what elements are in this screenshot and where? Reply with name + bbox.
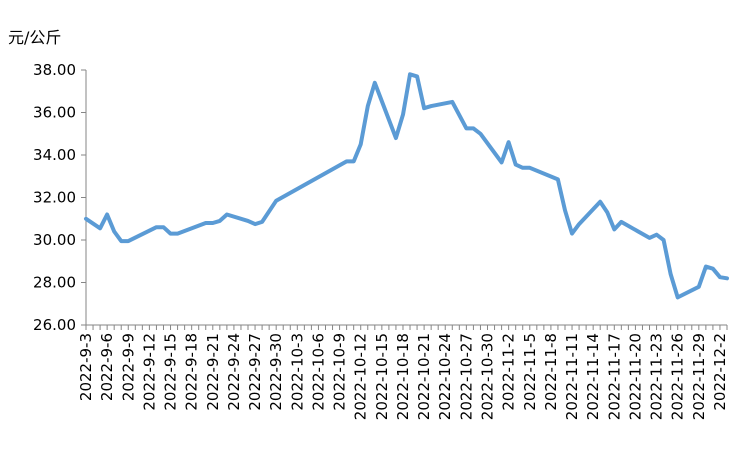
y-tick-label: 36.00	[33, 104, 76, 122]
y-tick-label: 26.00	[33, 316, 76, 334]
y-tick-label: 28.00	[33, 274, 76, 292]
x-tick-label: 2022-10-3	[288, 333, 306, 411]
x-tick-label: 2022-9-6	[98, 333, 116, 401]
x-tick-label: 2022-11-20	[626, 333, 644, 420]
x-tick-label: 2022-12-2	[711, 333, 729, 411]
x-tick-label: 2022-11-11	[563, 333, 581, 420]
x-tick-label: 2022-9-3	[77, 333, 95, 401]
y-tick-label: 32.00	[33, 189, 76, 207]
x-tick-label: 2022-9-15	[162, 333, 180, 411]
x-axis: 2022-9-3 2022-9-6 2022-9-9 2022-9-12 2022-9-…	[77, 324, 729, 420]
x-tick-label: 2022-9-9	[119, 333, 137, 401]
x-tick-label: 2022-9-24	[225, 333, 243, 411]
x-tick-label: 2022-11-14	[584, 333, 602, 420]
y-tick-label: 30.00	[33, 231, 76, 249]
y-axis: 26.00 28.00 30.00 32.00 34.00 36.00 38.00	[33, 61, 87, 334]
x-tick-label: 2022-10-21	[415, 333, 433, 420]
y-tick-label: 38.00	[33, 61, 76, 79]
x-tick-label: 2022-9-21	[204, 333, 222, 411]
y-tick-label: 34.00	[33, 146, 76, 164]
x-tick-label: 2022-10-9	[331, 333, 349, 411]
x-tick-label: 2022-9-18	[183, 333, 201, 411]
x-tick-label: 2022-10-30	[479, 333, 497, 420]
x-tick-label: 2022-10-6	[309, 333, 327, 411]
x-tick-label: 2022-10-24	[436, 333, 454, 420]
x-tick-label: 2022-11-23	[648, 333, 666, 420]
x-tick-label: 2022-11-17	[605, 333, 623, 420]
x-tick-label: 2022-11-29	[690, 333, 708, 420]
x-tick-label: 2022-11-5	[521, 333, 539, 411]
y-axis-unit-label: 元/公斤	[8, 28, 61, 47]
x-tick-label: 2022-11-2	[500, 333, 518, 411]
x-tick-label: 2022-9-12	[140, 333, 158, 411]
price-series-line	[84, 72, 729, 300]
x-tick-label: 2022-10-12	[352, 333, 370, 420]
x-tick-label: 2022-10-18	[394, 333, 412, 420]
x-tick-label: 2022-10-15	[373, 333, 391, 420]
x-tick-label: 2022-10-27	[457, 333, 475, 420]
x-tick-label: 2022-9-27	[246, 333, 264, 411]
x-tick-label: 2022-11-8	[542, 333, 560, 411]
x-tick-label: 2022-11-26	[669, 333, 687, 420]
x-tick-label: 2022-9-30	[267, 333, 285, 411]
